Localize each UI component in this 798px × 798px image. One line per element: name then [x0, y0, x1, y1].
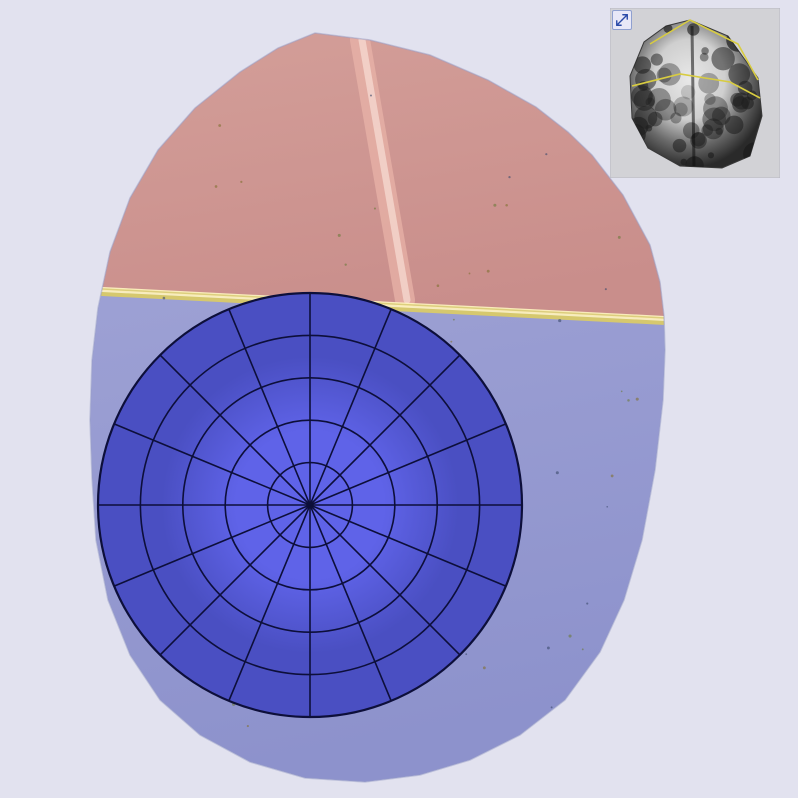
thumbnail-expand-button[interactable] — [612, 10, 632, 30]
polar-grid-overlay[interactable] — [98, 293, 522, 717]
thumbnail-canvas — [610, 8, 780, 178]
thumbnail-panel[interactable] — [610, 8, 780, 178]
3d-viewport[interactable] — [0, 0, 798, 798]
expand-icon — [615, 13, 629, 27]
